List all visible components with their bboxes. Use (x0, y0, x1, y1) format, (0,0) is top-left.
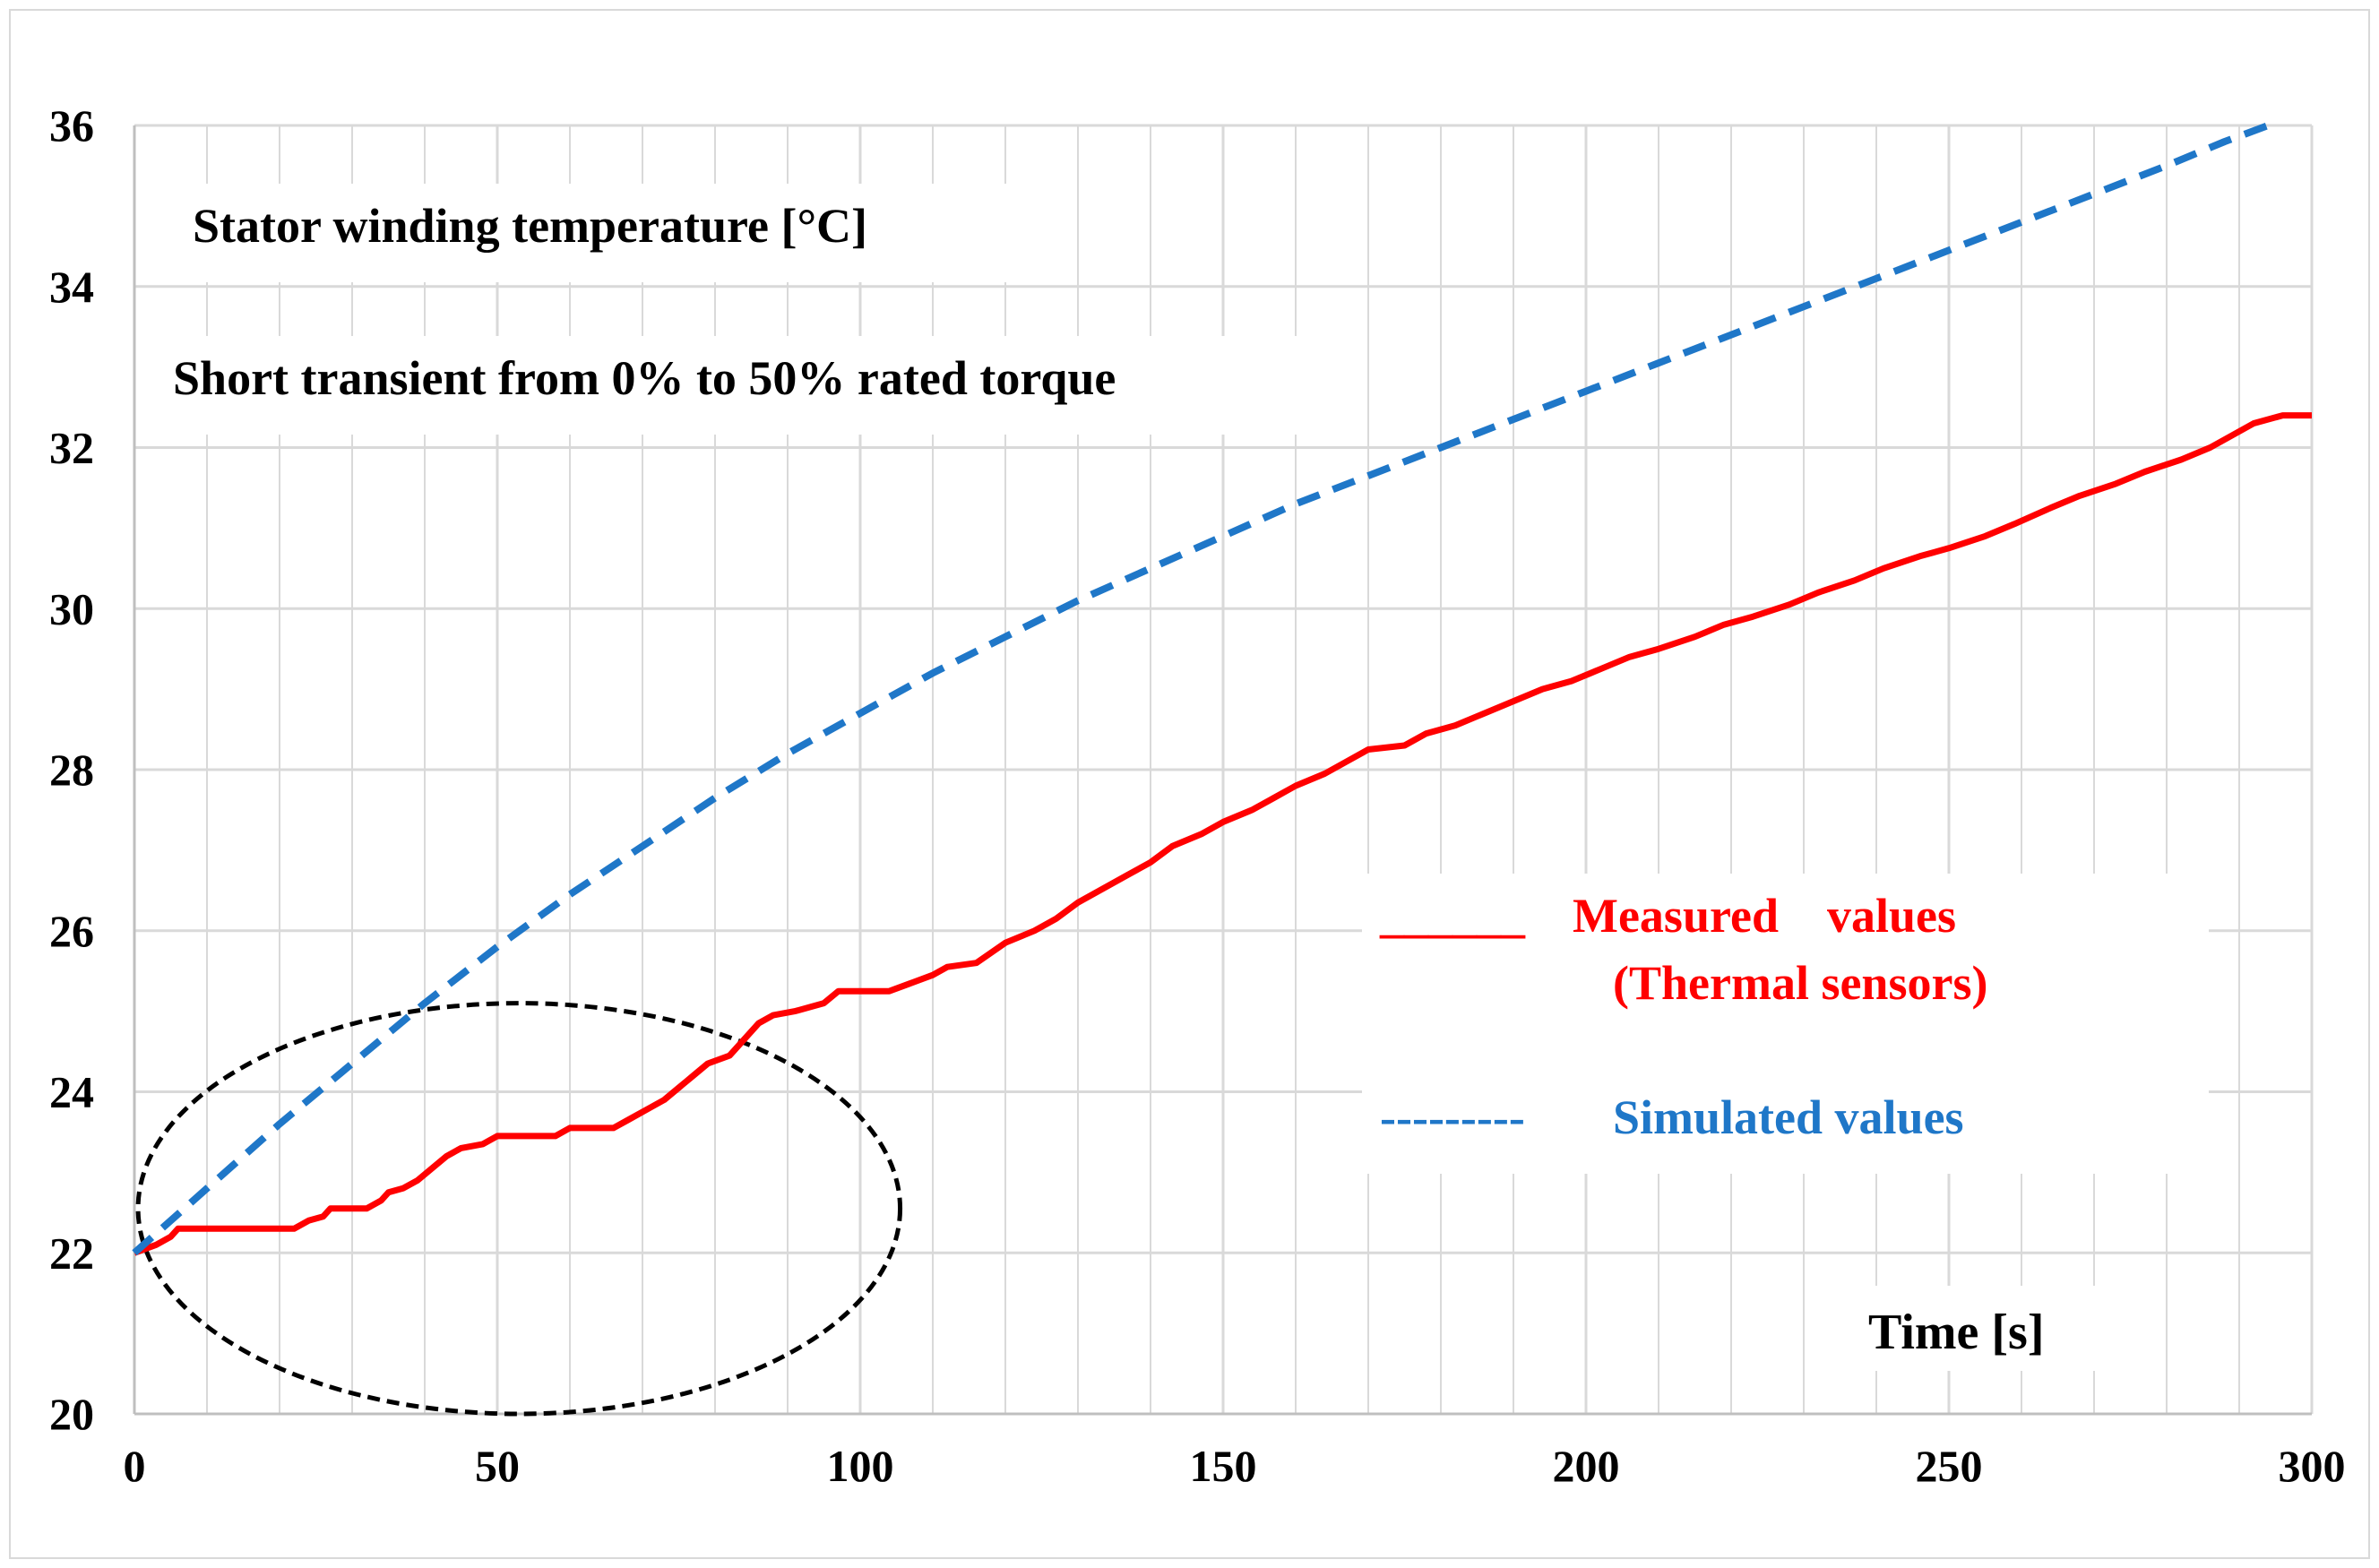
y-tick-label: 30 (49, 583, 94, 633)
x-tick-label: 250 (1916, 1441, 1983, 1491)
chart-subtitle: Short transient from 0% to 50% rated tor… (173, 351, 1116, 405)
series-line-measured (133, 412, 2312, 1256)
legend-measured-sublabel: (Thermal sensors) (1613, 956, 1987, 1010)
y-tick-label: 34 (49, 262, 94, 312)
axes (133, 125, 2312, 1416)
y-tick-label: 20 (49, 1389, 94, 1439)
chart-title: Stator winding temperature [°C] (193, 199, 867, 253)
series-line-simulated (132, 122, 2270, 1256)
grid (133, 124, 2314, 1416)
y-tick-label: 32 (49, 423, 94, 473)
x-tick-label: 0 (124, 1441, 146, 1491)
legend-measured-sample: ______ (1379, 889, 1526, 943)
legend-simulated-label: Simulated values (1613, 1090, 1964, 1144)
tick-labels: 0 50 100 150 200 250 300 20 22 24 26 28 30 32 34 36 (49, 100, 2346, 1491)
y-tick-label: 22 (49, 1228, 94, 1278)
series-layer (132, 122, 2312, 1256)
title-background (166, 184, 1053, 282)
x-tick-label: 50 (475, 1441, 520, 1491)
x-tick-label: 150 (1190, 1441, 1257, 1491)
ellipse-annotation (135, 1001, 903, 1417)
subtitle-background (151, 336, 1338, 435)
legend-simulated-sample: --------- (1380, 1090, 1525, 1144)
legend: ______ Measured values (Thermal sensors)… (1379, 889, 1987, 1144)
x-axis-label: Time [s] (1868, 1305, 2045, 1360)
legend-measured-label: Measured values (1573, 889, 1956, 943)
legend-background (1362, 874, 2209, 1174)
y-tick-label: 26 (49, 906, 94, 956)
x-tick-label: 100 (827, 1441, 894, 1491)
x-tick-label: 200 (1553, 1441, 1620, 1491)
y-tick-label: 36 (49, 100, 94, 151)
xlabel-background (1832, 1286, 2124, 1371)
x-tick-label: 300 (2279, 1441, 2346, 1491)
y-tick-label: 24 (49, 1067, 94, 1117)
y-tick-label: 28 (49, 745, 94, 795)
ellipse-annotation-layer (135, 1001, 903, 1417)
